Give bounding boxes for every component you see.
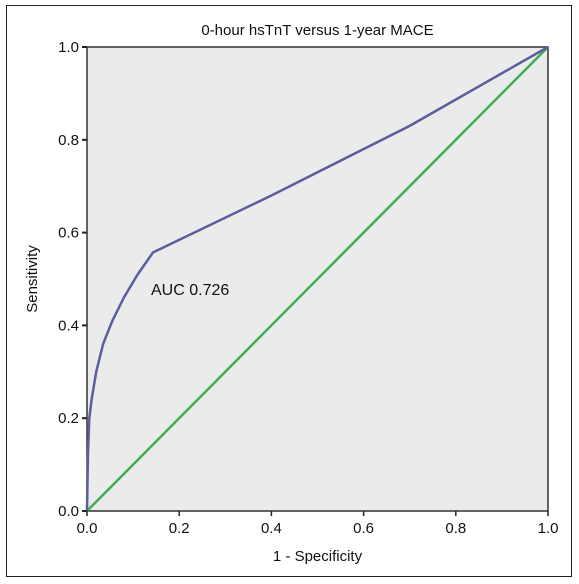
reference-diagonal-line (86, 46, 549, 512)
y-tick-label: 0.2 (58, 410, 79, 427)
y-tick-label: 1.0 (58, 39, 79, 56)
x-tick-label: 0.4 (261, 520, 282, 537)
roc-chart: 0.0 0.2 0.4 0.6 0.8 1.0 0.0 0.2 0.4 0.6 0.8 1.0 0-h… (24, 22, 559, 565)
y-tick-label: 0.4 (58, 317, 79, 334)
x-tick-label: 1.0 (538, 520, 559, 537)
x-tick-label: 0.8 (445, 520, 466, 537)
x-tick-label: 0.2 (169, 520, 190, 537)
figure-frame: 0.0 0.2 0.4 0.6 0.8 1.0 0.0 0.2 0.4 0.6 0.8 1.0 0-h… (6, 5, 572, 577)
chart-title: 0-hour hsTnT versus 1-year MACE (201, 22, 433, 39)
y-tick-label: 0.6 (58, 225, 79, 242)
x-tick-label: 0.6 (353, 520, 374, 537)
auc-annotation: AUC 0.726 (151, 282, 229, 299)
x-tick-label: 0.0 (77, 520, 98, 537)
y-tick-label: 0.8 (58, 132, 79, 149)
y-axis-title: Sensitivity (24, 245, 41, 313)
roc-curve-line (85, 45, 549, 512)
x-axis-title: 1 - Specificity (273, 548, 363, 565)
y-tick-label: 0.0 (58, 503, 79, 520)
